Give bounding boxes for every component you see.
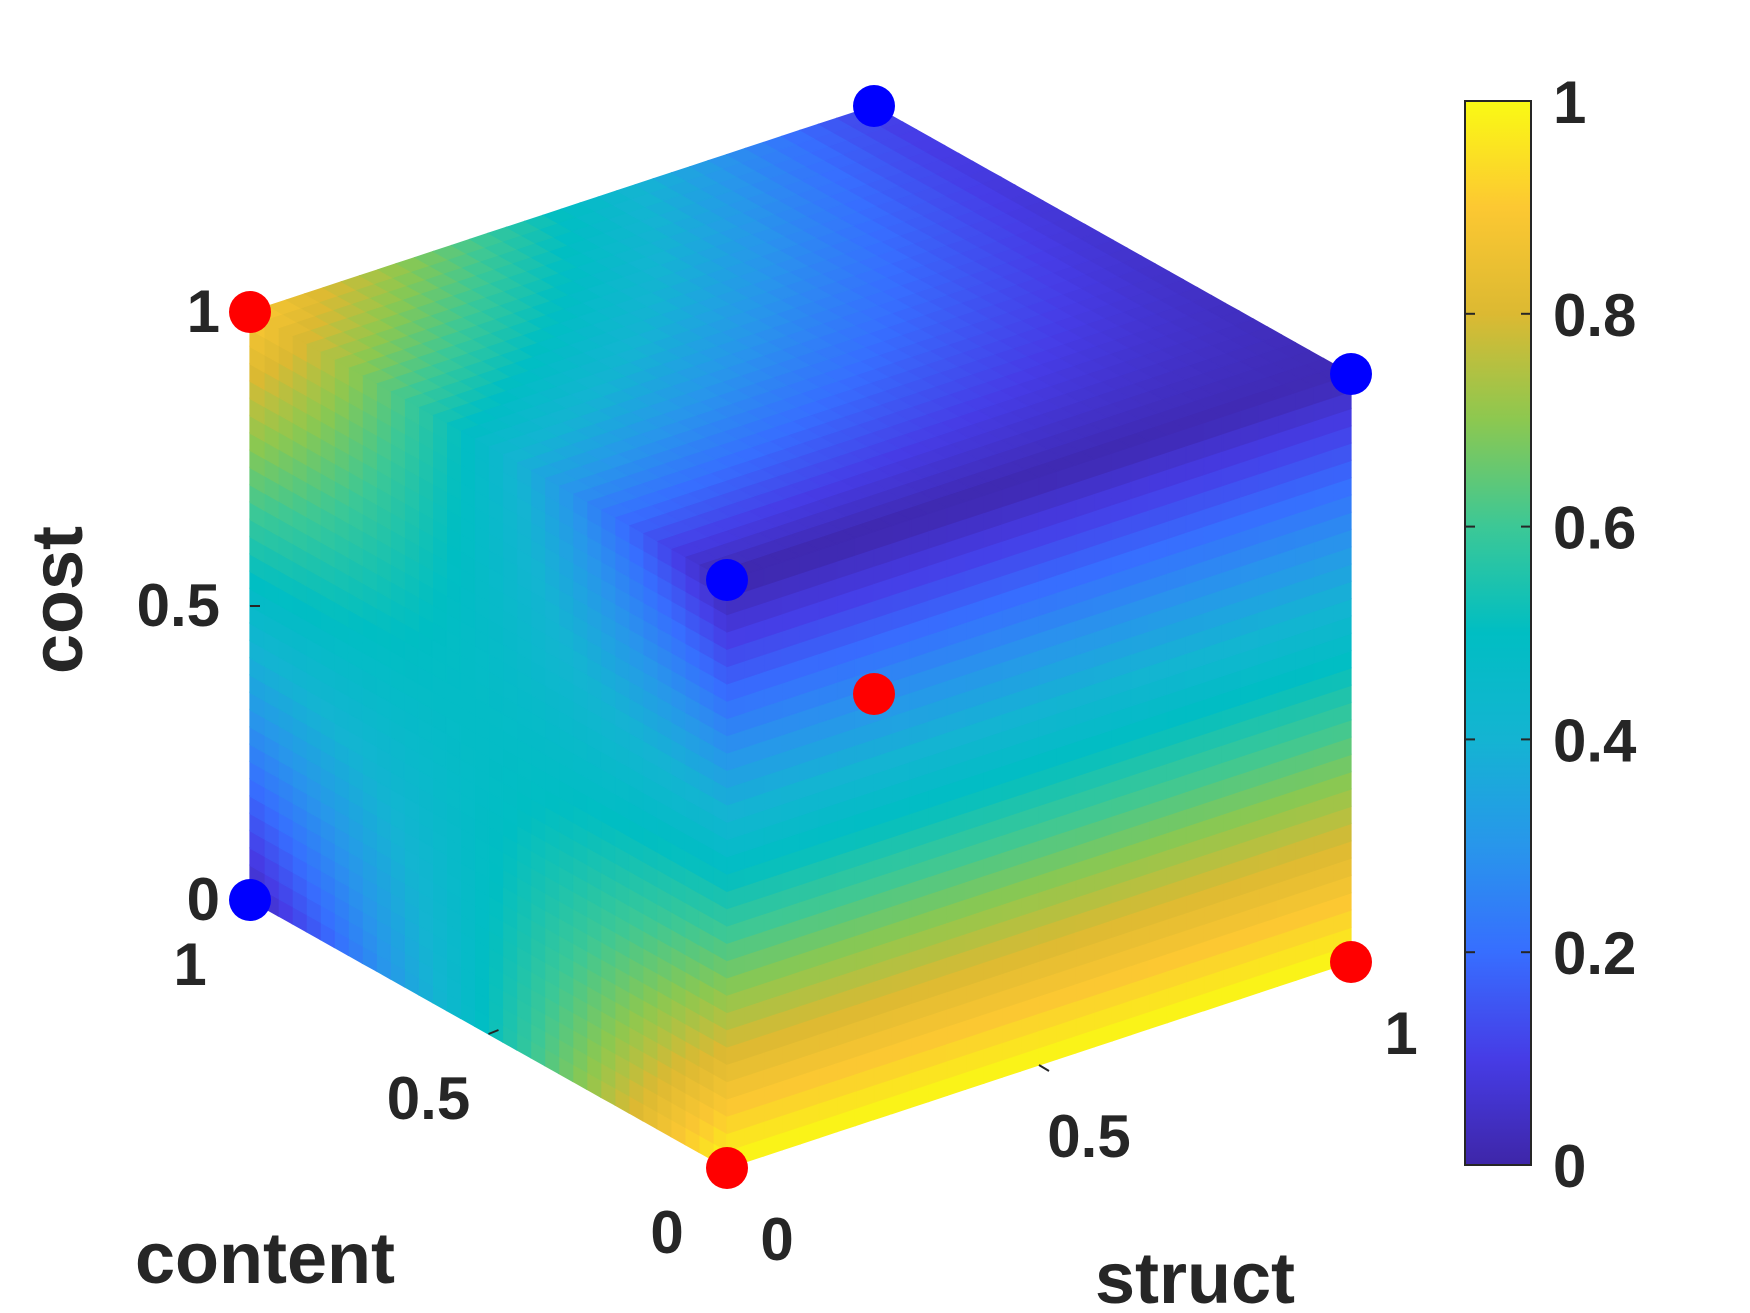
- face-struct-0: [249, 310, 728, 1170]
- cube-faces: [248, 105, 1353, 1170]
- x-tick-label: 0: [650, 1199, 683, 1266]
- corner-points: [229, 85, 1372, 1189]
- x-tick-mark: [488, 1029, 499, 1035]
- z-tick-label: 0: [187, 866, 220, 933]
- colorbar-tick-label: 1: [1553, 69, 1586, 136]
- corner-point: [1330, 353, 1372, 395]
- x-axis-label: content: [135, 1219, 395, 1299]
- corner-point: [229, 879, 271, 921]
- axis-labels: content struct cost: [18, 526, 1295, 1313]
- corner-point: [1330, 941, 1372, 983]
- colorbar-tick-label: 0.6: [1553, 495, 1636, 562]
- face-cost-1: [248, 105, 1353, 581]
- colorbar-tick-label: 0.2: [1553, 920, 1636, 987]
- z-tick-label: 1: [187, 278, 220, 345]
- x-tick-label: 0.5: [387, 1065, 470, 1132]
- corner-point: [706, 1147, 748, 1189]
- face-content-0: [726, 373, 1352, 1169]
- y-axis-label: struct: [1095, 1239, 1295, 1313]
- corner-point: [853, 85, 895, 127]
- corner-point: [706, 559, 748, 601]
- corner-point: [853, 673, 895, 715]
- corner-point: [229, 291, 271, 333]
- colorbar-tick-label: 0.8: [1553, 282, 1636, 349]
- y-tick-label: 1: [1384, 1000, 1417, 1067]
- y-tick-mark: [1038, 1064, 1050, 1072]
- colorbar-gradient: [1464, 100, 1532, 1166]
- colorbar-tick-label: 0.4: [1553, 707, 1637, 774]
- z-tick-label: 0.5: [137, 572, 220, 639]
- colorbar: 0 0.2 0.4 0.6 0.8 1: [1464, 69, 1637, 1200]
- y-tick-label: 0: [760, 1206, 793, 1273]
- y-tick-label: 0.5: [1047, 1103, 1130, 1170]
- colorbar-tick-label: 0: [1553, 1133, 1586, 1200]
- x-tick-label: 1: [173, 931, 206, 998]
- z-axis-label: cost: [18, 526, 98, 674]
